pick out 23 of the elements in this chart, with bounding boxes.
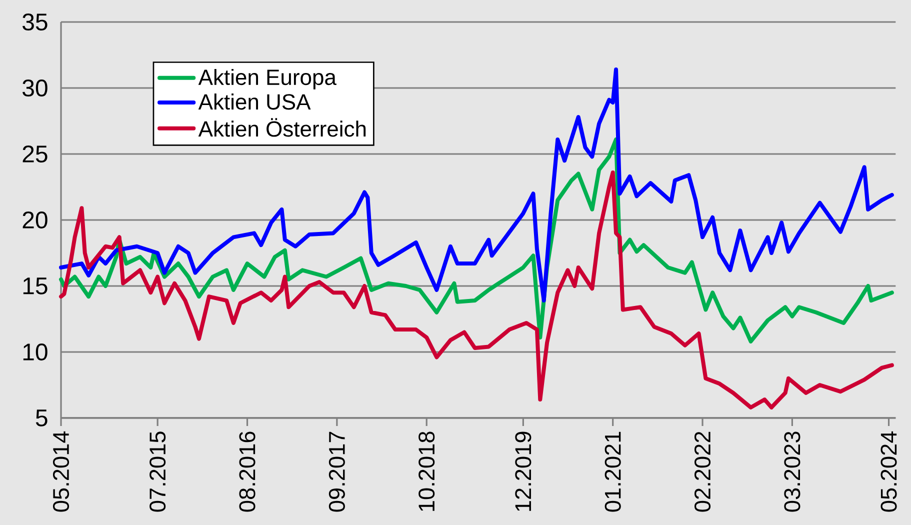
x-tick-label: 05.2014 — [52, 431, 70, 512]
y-tick-label: 5 — [36, 410, 48, 426]
legend-label: Aktien Österreich — [198, 118, 366, 137]
line-series — [59, 68, 894, 303]
x-tick-label: 08.2016 — [239, 432, 256, 512]
x-tick-label: 07.2015 — [150, 432, 166, 512]
x-tick-label: 12.2019 — [515, 432, 532, 511]
y-tick-label: 20 — [22, 211, 48, 228]
legend-label: Aktien USA — [198, 94, 311, 110]
y-tick-label: 35 — [22, 13, 48, 30]
x-tick-label: 03.2023 — [784, 432, 800, 512]
y-tick-label: 10 — [23, 343, 48, 360]
line-series — [59, 170, 894, 410]
y-tick-label: 15 — [23, 278, 48, 294]
y-tick-label: 25 — [22, 145, 48, 162]
y-tick-label: 30 — [22, 79, 48, 96]
x-tick-label: 10.2018 — [418, 432, 435, 511]
x-tick-label: 05.2024 — [880, 431, 897, 512]
x-tick-label: 02.2022 — [694, 432, 711, 512]
line-series — [59, 137, 894, 344]
x-tick-label: 09.2017 — [328, 432, 345, 512]
x-tick-label: 01.2021 — [604, 432, 621, 512]
legend-label: Aktien Europa — [198, 68, 336, 90]
